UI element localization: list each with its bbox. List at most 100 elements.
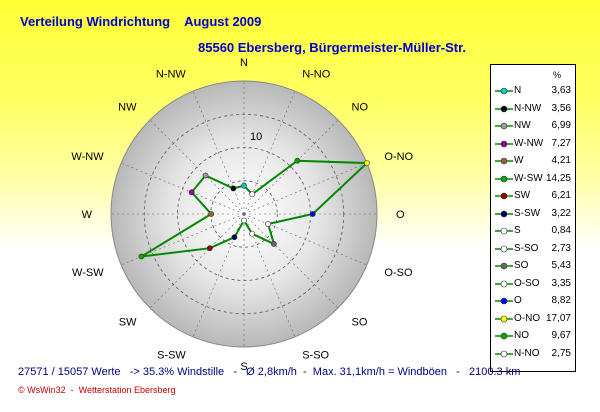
legend-value: 3,56 bbox=[551, 102, 571, 114]
direction-label-o-so: O-SO bbox=[384, 267, 413, 279]
legend-label: W-NW bbox=[514, 137, 544, 149]
data-point-s-so bbox=[249, 230, 255, 237]
grid-spoke bbox=[149, 119, 245, 215]
credit-line: © WsWin32 - Wetterstation Ebersberg bbox=[18, 385, 176, 395]
legend-label: W-SW bbox=[514, 172, 543, 184]
legend-symbol-marker bbox=[500, 227, 508, 235]
legend-item-w: W 4,21 bbox=[491, 154, 575, 167]
series-wind-distribution bbox=[138, 157, 370, 260]
stats-footer: 27571 / 15057 Werte -> 35.3% Windstille … bbox=[18, 366, 521, 378]
legend-symbol bbox=[495, 192, 513, 200]
legend: % N 3,63 N-NW 3,56 NW 6,99 W-NW 7,27 W 4,21 W-SW 14… bbox=[490, 64, 576, 372]
grid-spoke bbox=[243, 91, 296, 215]
legend-value: 5,43 bbox=[551, 260, 571, 271]
data-point-n-no bbox=[249, 191, 256, 198]
legend-value: 3,35 bbox=[551, 277, 571, 289]
grid-spoke bbox=[243, 162, 367, 215]
grid-spoke bbox=[192, 213, 245, 337]
data-point-n bbox=[241, 182, 247, 189]
legend-symbol bbox=[495, 332, 513, 340]
data-point-no bbox=[294, 157, 301, 164]
legend-label: O-NO bbox=[514, 312, 541, 324]
legend-symbol-marker bbox=[500, 350, 508, 357]
grid-spoke bbox=[243, 119, 339, 215]
grid-spoke bbox=[121, 162, 245, 215]
grid-spoke bbox=[243, 213, 339, 309]
legend-label: SO bbox=[514, 260, 529, 271]
radial-tick-label: 10 bbox=[250, 131, 262, 143]
legend-value: 6,99 bbox=[551, 120, 571, 131]
legend-item-n: N 3,63 bbox=[491, 84, 575, 97]
data-point-w-sw bbox=[138, 253, 145, 260]
legend-label: O-SO bbox=[514, 277, 540, 289]
direction-label-s: S bbox=[240, 361, 247, 373]
data-point-nw bbox=[202, 172, 209, 179]
legend-symbol-marker bbox=[500, 332, 508, 340]
data-point-o bbox=[309, 211, 316, 217]
legend-item-n-no: N-NO 2,75 bbox=[491, 347, 575, 360]
legend-symbol bbox=[495, 87, 513, 95]
grid-spoke bbox=[243, 213, 296, 337]
data-point-o-no bbox=[363, 160, 370, 166]
legend-symbol bbox=[495, 245, 513, 252]
direction-label-s-so: S-SO bbox=[302, 349, 329, 361]
direction-label-sw: SW bbox=[119, 317, 137, 329]
legend-symbol-marker bbox=[500, 297, 508, 305]
legend-symbol bbox=[495, 122, 513, 130]
legend-symbol bbox=[495, 157, 513, 165]
legend-symbol bbox=[495, 175, 513, 182]
legend-symbol-marker bbox=[500, 105, 508, 112]
legend-value: 4,21 bbox=[551, 155, 571, 166]
legend-item-w-nw: W-NW 7,27 bbox=[491, 137, 575, 150]
legend-symbol-marker bbox=[500, 315, 508, 322]
legend-symbol bbox=[495, 350, 513, 357]
legend-symbol-marker bbox=[500, 210, 508, 217]
legend-item-so: SO 5,43 bbox=[491, 259, 575, 272]
data-point-s-sw bbox=[231, 234, 238, 241]
legend-label: S-SW bbox=[514, 207, 541, 219]
data-point-w-nw bbox=[188, 189, 195, 196]
legend-symbol-marker bbox=[500, 175, 508, 182]
legend-value: 8,82 bbox=[551, 295, 571, 306]
data-point-sw bbox=[206, 245, 213, 252]
legend-value: 6,21 bbox=[551, 190, 571, 201]
legend-symbol-marker bbox=[500, 87, 508, 95]
data-point-so bbox=[270, 240, 277, 247]
legend-item-s-sw: S-SW 3,22 bbox=[491, 207, 575, 220]
data-point-n-nw bbox=[230, 185, 237, 192]
legend-symbol-marker bbox=[500, 122, 508, 130]
legend-label: N-NW bbox=[514, 102, 542, 114]
legend-item-w-sw: W-SW 14,25 bbox=[491, 172, 575, 185]
legend-symbol bbox=[495, 315, 513, 322]
direction-label-n-no: N-NO bbox=[302, 69, 331, 81]
legend-value: 2,73 bbox=[551, 242, 571, 254]
legend-label: S-SO bbox=[514, 242, 539, 254]
legend-symbol-marker bbox=[500, 157, 508, 165]
direction-label-w-sw: W-SW bbox=[72, 267, 104, 279]
legend-symbol bbox=[495, 227, 513, 235]
legend-symbol bbox=[495, 210, 513, 217]
legend-symbol bbox=[495, 262, 513, 270]
legend-label: S bbox=[514, 225, 521, 236]
legend-value: 3,63 bbox=[551, 85, 571, 96]
direction-label-no: NO bbox=[352, 102, 369, 114]
direction-label-nw: NW bbox=[118, 102, 137, 114]
direction-label-o: O bbox=[396, 209, 405, 221]
legend-item-nw: NW 6,99 bbox=[491, 119, 575, 132]
legend-label: NO bbox=[514, 330, 529, 341]
direction-label-so: SO bbox=[352, 317, 368, 329]
direction-labels: N N-NO NO O-NO O O-SO SO S-SO S S-SW SW W-SW W W-NW NW… bbox=[71, 57, 413, 373]
direction-label-n-nw: N-NW bbox=[156, 69, 187, 81]
direction-label-s-sw: S-SW bbox=[157, 349, 186, 361]
legend-symbol-marker bbox=[500, 280, 508, 287]
legend-label: W bbox=[514, 155, 524, 166]
legend-symbol-marker bbox=[500, 192, 508, 200]
data-point-o-so bbox=[265, 221, 271, 227]
legend-symbol bbox=[495, 297, 513, 305]
legend-item-o-so: O-SO 3,35 bbox=[491, 277, 575, 290]
legend-value: 2,75 bbox=[551, 347, 571, 359]
legend-item-sw: SW 6,21 bbox=[491, 189, 575, 202]
legend-label: N bbox=[514, 85, 522, 96]
legend-header: % bbox=[553, 70, 562, 80]
